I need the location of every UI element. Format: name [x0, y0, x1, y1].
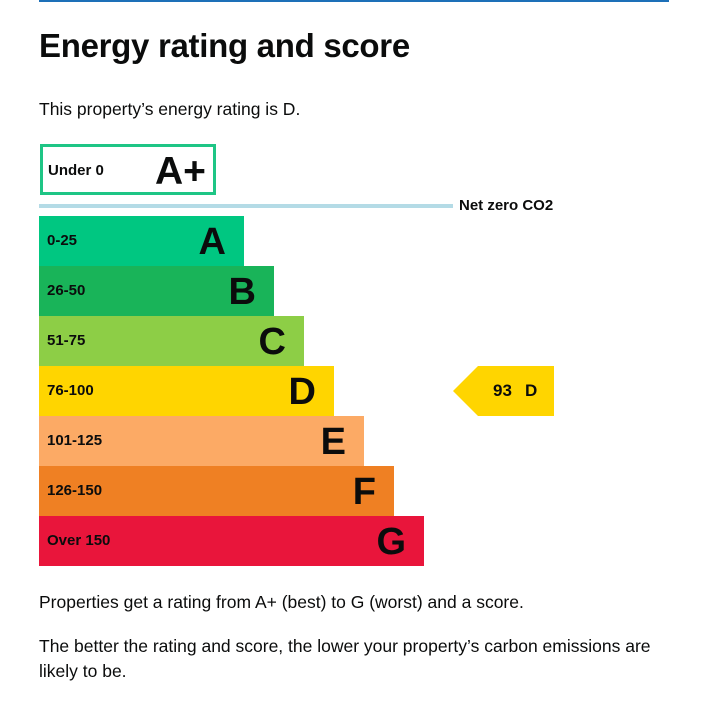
band-range-label: 0-25 — [47, 232, 78, 249]
band-range-label: 101-125 — [47, 432, 103, 449]
band-range-label: 51-75 — [47, 332, 86, 349]
band-range-label: 126-150 — [47, 482, 103, 499]
current-rating-marker: 93 D — [453, 366, 554, 416]
current-letter: D — [525, 381, 538, 400]
net-zero-line — [39, 204, 453, 208]
band-letter: E — [320, 421, 346, 463]
band-letter: B — [228, 271, 256, 313]
rating-explanation: Properties get a rating from A+ (best) t… — [39, 592, 524, 612]
band-letter: A — [198, 221, 226, 263]
band-letter: C — [258, 321, 286, 363]
rating-intro: This property’s energy rating is D. — [39, 99, 301, 119]
band-range-label: 76-100 — [47, 382, 94, 399]
band-e: 101-125 E — [39, 416, 364, 466]
band-f: 126-150 F — [39, 466, 394, 516]
current-rating-arrow — [453, 366, 554, 416]
band-letter: A+ — [155, 150, 206, 193]
band-letter: F — [352, 471, 376, 513]
band-g: Over 150 G — [39, 516, 424, 566]
band-d: 76-100 D — [39, 366, 334, 416]
band-range-label: Over 150 — [47, 532, 111, 549]
carbon-explanation: The better the rating and score, the low… — [39, 636, 651, 681]
band-a: 0-25 A — [39, 216, 244, 266]
band-range-label: Under 0 — [48, 162, 104, 179]
net-zero-label: Net zero CO2 — [459, 197, 554, 214]
page-title: Energy rating and score — [39, 27, 410, 64]
band-letter: G — [376, 521, 406, 563]
band-c: 51-75 C — [39, 316, 304, 366]
band-a-plus: Under 0 A+ — [40, 144, 216, 195]
band-b: 26-50 B — [39, 266, 274, 316]
band-range-label: 26-50 — [47, 282, 86, 299]
band-letter: D — [288, 371, 316, 413]
current-score: 93 — [493, 381, 512, 400]
top-rule — [39, 0, 669, 2]
